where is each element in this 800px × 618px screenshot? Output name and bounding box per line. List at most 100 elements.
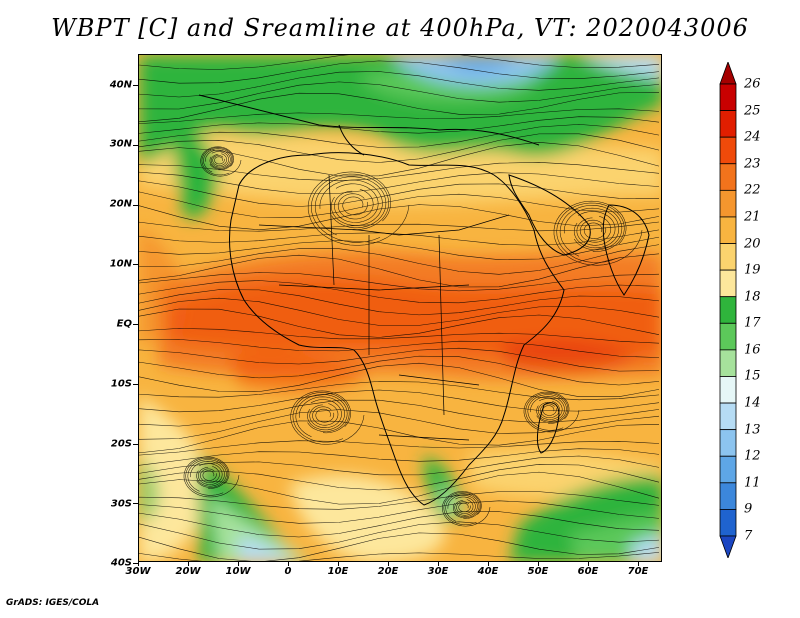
streamline — [212, 153, 227, 166]
streamline — [292, 392, 350, 443]
colorbar-label: 24 — [744, 129, 761, 145]
y-tick-mark — [133, 563, 138, 564]
streamline — [527, 394, 567, 427]
colorbar-segment — [719, 243, 737, 271]
streamline — [442, 491, 491, 527]
y-tick-mark — [133, 264, 138, 266]
y-tick-mark — [133, 324, 138, 325]
x-tick-label: 0 — [284, 566, 292, 577]
colorbar — [719, 62, 737, 558]
colorbar-label: 17 — [744, 315, 761, 331]
x-tick-mark — [488, 562, 489, 566]
streamline — [139, 491, 660, 510]
colorbar-label: 22 — [744, 182, 761, 198]
x-tick-mark — [288, 562, 289, 566]
streamline — [139, 355, 660, 386]
wbpt-streamline-map — [139, 55, 661, 561]
streamline — [139, 191, 660, 218]
streamline — [540, 401, 560, 418]
colorbar-label: 25 — [744, 103, 761, 119]
y-tick-mark — [133, 383, 138, 385]
streamline — [139, 108, 660, 124]
colorbar-segment — [719, 429, 737, 457]
colorbar-segment — [719, 136, 737, 165]
streamline — [530, 396, 565, 422]
streamline — [139, 221, 660, 232]
streamline — [139, 71, 660, 98]
colorbar-label: 7 — [744, 528, 753, 544]
colorbar-segment — [719, 269, 737, 298]
streamline — [139, 244, 660, 275]
streamline — [559, 205, 623, 257]
streamline — [307, 171, 410, 246]
map-plot-area — [138, 54, 662, 562]
streamline — [187, 459, 227, 492]
streamline — [139, 142, 660, 177]
streamline — [201, 147, 234, 176]
colorbar-label: 12 — [744, 448, 761, 464]
x-tick-label: 70E — [627, 566, 649, 577]
y-tick-label: 30S — [110, 498, 132, 510]
colorbar-label: 20 — [744, 236, 761, 252]
streamline — [139, 308, 660, 338]
x-tick-mark — [638, 562, 639, 566]
streamline — [139, 532, 660, 561]
streamline — [456, 499, 474, 514]
streamline — [312, 403, 339, 426]
streamline — [139, 272, 660, 292]
streamline — [205, 149, 231, 169]
colorbar-segment — [719, 509, 737, 537]
streamline — [139, 552, 660, 561]
colorbar-segment — [719, 376, 737, 404]
streamline — [139, 347, 660, 372]
streamline — [139, 389, 660, 413]
colorbar-segment — [719, 83, 737, 111]
x-tick-mark — [388, 562, 389, 566]
streamline — [198, 463, 223, 485]
colorbar-segment — [719, 189, 737, 218]
colorbar-label: 19 — [744, 262, 761, 278]
streamline — [139, 297, 660, 326]
streamline — [309, 399, 342, 428]
streamline — [443, 492, 481, 525]
x-tick-label: 30W — [125, 566, 151, 577]
streamline — [203, 148, 233, 173]
streamline — [553, 200, 643, 266]
streamline — [139, 180, 660, 207]
colorbar-segment — [719, 163, 737, 191]
x-tick-label: 50E — [527, 566, 549, 577]
streamline — [139, 399, 660, 427]
streamline — [525, 392, 569, 431]
x-tick-label: 60E — [577, 566, 599, 577]
streamline — [445, 493, 480, 522]
wbpt-field — [139, 55, 661, 561]
streamline — [139, 92, 660, 123]
streamline — [523, 391, 580, 433]
colorbar-segment — [719, 402, 737, 431]
y-tick-mark — [133, 85, 138, 86]
colorbar-label: 21 — [744, 209, 761, 225]
streamline — [311, 173, 389, 243]
streamline — [458, 502, 471, 512]
x-tick-mark — [238, 562, 239, 566]
streamline — [314, 176, 387, 236]
streamline — [139, 289, 660, 316]
colorbar-label: 16 — [744, 342, 761, 358]
colorbar-label: 15 — [744, 368, 761, 384]
colorbar-segment — [719, 296, 737, 324]
streamline — [214, 156, 225, 165]
x-tick-mark — [438, 562, 439, 566]
y-tick-label: 10N — [109, 258, 132, 270]
streamline — [334, 183, 379, 223]
streamline — [139, 81, 660, 110]
y-tick-label: 40S — [110, 557, 132, 569]
streamline — [139, 124, 660, 148]
streamline — [315, 408, 335, 423]
x-tick-label: 40E — [477, 566, 499, 577]
streamline — [319, 179, 383, 226]
streamline — [139, 521, 660, 550]
streamline — [290, 390, 365, 445]
streamline — [139, 500, 660, 524]
x-tick-label: 10E — [327, 566, 349, 577]
streamline — [139, 464, 660, 491]
